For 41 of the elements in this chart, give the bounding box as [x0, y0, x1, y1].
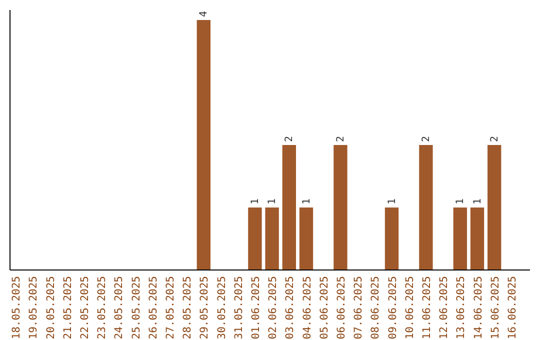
x-tick-label: 08.06.2025: [370, 276, 382, 340]
x-tick-label: 23.05.2025: [96, 276, 108, 340]
data-label: 2: [489, 136, 500, 142]
x-tick-label: 20.05.2025: [44, 276, 57, 340]
x-tick-label: 12.06.2025: [438, 276, 450, 340]
data-label: 1: [267, 198, 278, 204]
data-label: 1: [455, 198, 466, 204]
x-tick-label: 14.06.2025: [472, 276, 484, 340]
data-label: 4: [198, 10, 210, 17]
x-tick-label: 02.06.2025: [267, 276, 280, 340]
x-tick-label: 11.06.2025: [420, 276, 433, 340]
x-tick-label: 06.06.2025: [335, 276, 348, 340]
x-tick-label: 05.06.2025: [318, 276, 330, 340]
x-tick-label: 15.06.2025: [489, 276, 502, 340]
x-tick-label: 29.05.2025: [198, 276, 211, 340]
x-tick-label: 21.05.2025: [62, 276, 74, 340]
x-tick-label: 09.06.2025: [386, 276, 399, 340]
data-label: 1: [301, 198, 312, 204]
x-tick-label: 24.05.2025: [113, 276, 126, 340]
data-label: 1: [386, 198, 398, 204]
x-tick-label: 30.05.2025: [216, 276, 228, 340]
data-label: 2: [420, 136, 432, 142]
data-label: 1: [250, 198, 261, 204]
x-tick-label: 27.05.2025: [164, 276, 176, 340]
x-tick-label: 03.06.2025: [284, 276, 296, 340]
x-tick-label: 13.06.2025: [455, 276, 468, 340]
x-tick-label: 18.05.2025: [10, 276, 23, 340]
x-tick-label: 01.06.2025: [250, 276, 262, 340]
x-tick-label: 16.06.2025: [506, 276, 518, 340]
x-tick-label: 10.06.2025: [404, 276, 416, 340]
x-tick-label: 22.05.2025: [78, 276, 91, 340]
data-label: 1: [472, 198, 484, 204]
x-tick-label: 19.05.2025: [28, 276, 40, 340]
x-tick-label: 25.05.2025: [130, 276, 142, 340]
data-label: 2: [335, 136, 346, 142]
x-tick-label: 04.06.2025: [301, 276, 314, 340]
x-tick-label: 26.05.2025: [147, 276, 160, 340]
x-tick-label: 31.05.2025: [232, 276, 245, 340]
x-tick-label: 28.05.2025: [182, 276, 194, 340]
x-tick-label: 07.06.2025: [352, 276, 365, 340]
data-label: 2: [284, 136, 296, 142]
